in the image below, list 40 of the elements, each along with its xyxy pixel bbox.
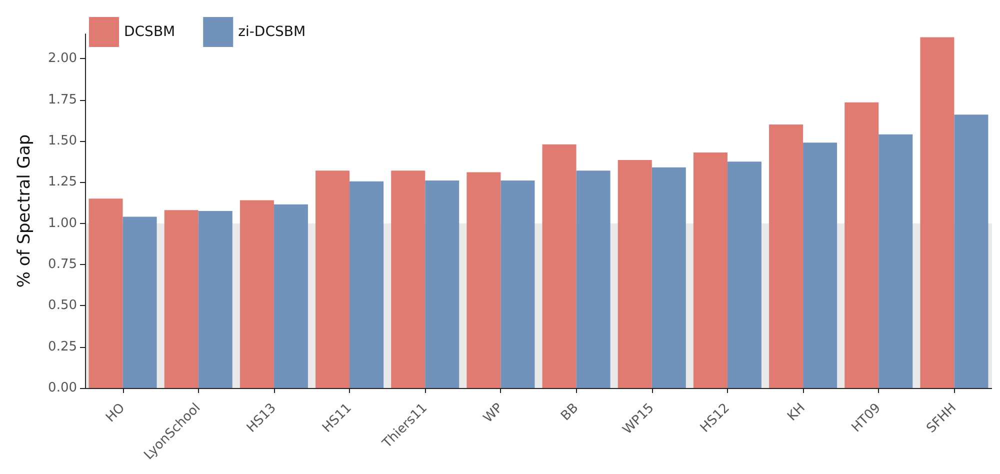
y-axis-title: % of Spectral Gap	[14, 134, 34, 288]
bar	[542, 144, 576, 388]
x-tick-label: WP	[480, 400, 506, 426]
legend-label: zi-DCSBM	[238, 24, 306, 40]
bar	[240, 200, 274, 388]
bar	[954, 114, 988, 388]
y-tick-label: 1.00	[48, 216, 77, 231]
bar	[878, 134, 913, 388]
bar	[391, 170, 426, 388]
y-tick-label: 0.00	[48, 380, 77, 396]
bar	[920, 37, 954, 388]
bar	[164, 210, 198, 388]
bar	[652, 167, 686, 388]
bar	[466, 172, 501, 388]
bar	[803, 142, 838, 388]
bar	[618, 160, 652, 388]
legend-label: DCSBM	[124, 24, 176, 40]
bar	[274, 204, 308, 388]
x-tick-label: BB	[558, 400, 582, 424]
bar	[844, 102, 879, 388]
bar	[693, 152, 728, 388]
y-tick-label: 0.25	[48, 339, 77, 354]
y-tick-label: 2.00	[48, 51, 77, 66]
bar	[425, 180, 460, 388]
bar	[122, 216, 157, 388]
bar	[350, 181, 384, 388]
y-tick-label: 0.50	[48, 298, 77, 314]
y-tick-label: 1.75	[48, 92, 77, 108]
bar	[769, 124, 804, 388]
y-tick-label: 1.50	[48, 134, 77, 149]
bar	[727, 162, 762, 388]
y-tick-label: 1.25	[48, 174, 77, 190]
bar	[316, 170, 350, 388]
x-tick-label: KH	[784, 400, 808, 424]
bar	[576, 170, 610, 388]
bar	[500, 180, 535, 388]
bar	[88, 198, 123, 388]
x-tick-label: HO	[103, 400, 128, 426]
y-tick-label: 0.75	[48, 257, 77, 272]
bar	[198, 211, 232, 388]
